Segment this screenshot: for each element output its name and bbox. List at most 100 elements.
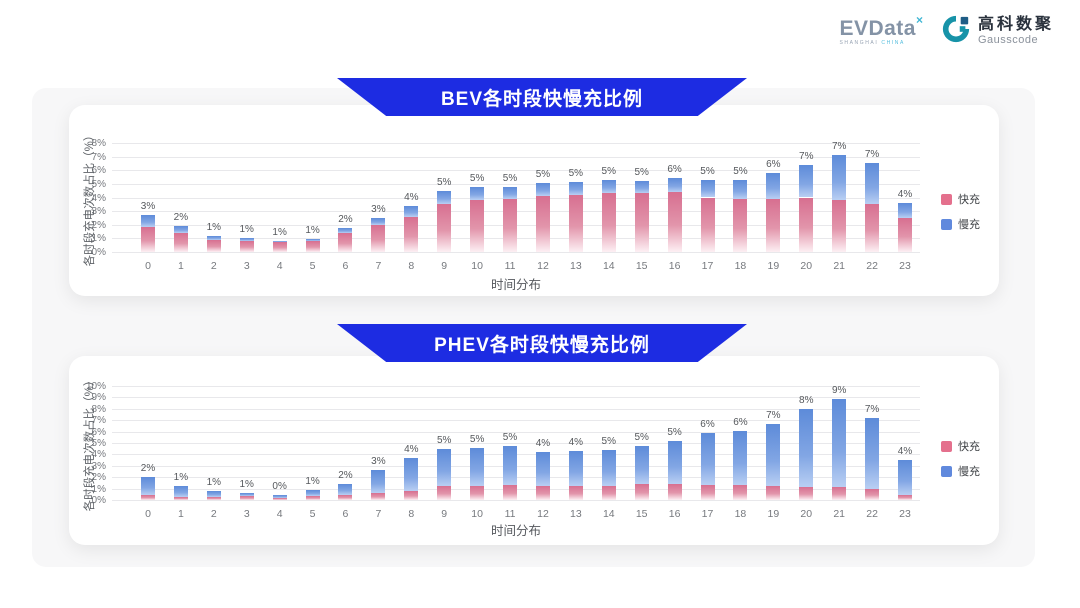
x-tick-label: 3 bbox=[243, 508, 250, 520]
bar-segment-fast bbox=[799, 197, 814, 252]
bar-segment-fast bbox=[667, 192, 682, 252]
x-tick-label: 19 bbox=[767, 508, 780, 520]
x-tick-label: 2 bbox=[210, 260, 217, 272]
gridline bbox=[112, 170, 920, 172]
bar-segment-slow bbox=[338, 484, 353, 495]
bar-segment-slow bbox=[634, 446, 649, 485]
x-tick-label: 17 bbox=[701, 508, 714, 520]
y-tick-label: 10% bbox=[85, 381, 106, 392]
bar-segment-slow bbox=[404, 205, 419, 217]
gridline bbox=[112, 397, 920, 399]
bar-total-label: 2% bbox=[338, 214, 353, 226]
bar-total-label: 6% bbox=[700, 418, 715, 430]
x-tick-label: 13 bbox=[570, 260, 582, 272]
bar-segment-fast bbox=[206, 496, 221, 500]
legend-item-fast: 快充 bbox=[941, 438, 980, 454]
bar-segment-slow bbox=[700, 432, 715, 486]
bar-segment-slow bbox=[141, 476, 155, 496]
x-tick-label: 22 bbox=[866, 508, 878, 520]
bar-segment-fast bbox=[568, 194, 583, 252]
bar-total-label: 4% bbox=[897, 188, 913, 200]
y-tick-label: 8% bbox=[91, 138, 106, 149]
bar-segment-fast bbox=[338, 232, 353, 252]
bar-segment-fast bbox=[865, 204, 880, 252]
x-tick-label: 5 bbox=[309, 260, 316, 272]
bar-segment-fast bbox=[898, 495, 912, 500]
bar-total-label: 5% bbox=[634, 432, 649, 444]
bar-segment-slow bbox=[272, 494, 287, 498]
x-tick-label: 2 bbox=[210, 508, 217, 520]
y-tick-label: 6% bbox=[91, 426, 106, 438]
bar-segment-slow bbox=[437, 191, 452, 205]
y-tick-label: 1% bbox=[91, 233, 106, 245]
bar-segment-fast bbox=[173, 496, 188, 500]
x-tick-label: 21 bbox=[833, 260, 846, 272]
y-tick-label: 0% bbox=[91, 495, 106, 506]
y-tick-label: 3% bbox=[91, 206, 106, 218]
bar-segment-slow bbox=[799, 408, 814, 487]
gridline bbox=[112, 443, 920, 444]
x-tick-label: 14 bbox=[602, 508, 615, 520]
x-tick-label: 23 bbox=[899, 508, 911, 520]
phev-title-banner: PHEV各时段快慢充比例 bbox=[337, 324, 747, 362]
bar-segment-slow bbox=[832, 155, 847, 201]
x-tick-label: 11 bbox=[504, 508, 516, 520]
bar-segment-slow bbox=[338, 228, 353, 233]
bar-segment-slow bbox=[766, 172, 781, 199]
bar-segment-slow bbox=[404, 457, 419, 491]
bar-segment-fast bbox=[239, 241, 254, 252]
bar-total-label: 7% bbox=[831, 141, 847, 153]
bar-segment-fast bbox=[206, 239, 221, 252]
x-tick-label: 20 bbox=[800, 260, 813, 272]
x-tick-label: 8 bbox=[408, 260, 415, 272]
bar-total-label: 5% bbox=[634, 167, 649, 179]
bar-segment-fast bbox=[568, 485, 583, 500]
bar-total-label: 1% bbox=[272, 227, 287, 239]
bar-segment-slow bbox=[535, 183, 550, 197]
bar-total-label: 5% bbox=[733, 165, 748, 177]
bar-total-label: 5% bbox=[601, 435, 616, 447]
bev-legend: 快充 慢充 bbox=[941, 191, 980, 232]
x-tick-label: 6 bbox=[342, 260, 349, 272]
phev-x-axis-title: 时间分布 bbox=[490, 524, 542, 538]
bar-segment-slow bbox=[503, 186, 518, 199]
bar-segment-fast bbox=[173, 232, 188, 252]
bev-y-axis-title: 各时段充电次数占比（%） bbox=[84, 129, 96, 267]
bar-total-label: 1% bbox=[239, 223, 254, 235]
y-tick-label: 5% bbox=[91, 438, 106, 449]
bar-segment-fast bbox=[898, 217, 912, 252]
bar-total-label: 1% bbox=[305, 476, 320, 488]
y-tick-label: 2% bbox=[91, 219, 106, 231]
x-tick-label: 12 bbox=[537, 508, 549, 520]
x-tick-label: 8 bbox=[408, 508, 415, 520]
x-tick-label: 11 bbox=[504, 260, 516, 272]
bar-segment-slow bbox=[470, 447, 485, 486]
bev-x-axis-title: 时间分布 bbox=[490, 278, 542, 292]
legend-item-slow: 慢充 bbox=[941, 463, 980, 479]
bar-total-label: 1% bbox=[206, 222, 222, 234]
bar-segment-fast bbox=[503, 484, 518, 500]
fast-charge-label: 快充 bbox=[958, 441, 980, 453]
bar-segment-fast bbox=[141, 495, 155, 500]
slow-charge-label: 慢充 bbox=[958, 219, 980, 231]
bar-segment-slow bbox=[898, 202, 912, 218]
bar-total-label: 1% bbox=[305, 225, 320, 237]
bev-title-banner: BEV各时段快慢充比例 bbox=[337, 78, 747, 116]
bar-segment-fast bbox=[832, 487, 847, 500]
gridline bbox=[112, 143, 920, 144]
gridline bbox=[112, 500, 920, 501]
bar-segment-fast bbox=[865, 489, 880, 500]
bar-segment-fast bbox=[700, 485, 715, 500]
bar-segment-fast bbox=[470, 485, 485, 500]
x-tick-label: 6 bbox=[342, 508, 349, 520]
gausscode-en-label: Gausscode bbox=[977, 34, 1039, 47]
bar-segment-fast bbox=[141, 227, 155, 252]
x-tick-label: 18 bbox=[734, 260, 747, 272]
x-tick-label: 18 bbox=[734, 508, 747, 520]
bar-segment-fast bbox=[371, 493, 386, 500]
legend-item-slow: 慢充 bbox=[941, 216, 980, 232]
x-tick-label: 22 bbox=[866, 260, 878, 272]
slow-charge-label: 慢充 bbox=[958, 466, 980, 478]
x-tick-label: 16 bbox=[668, 260, 681, 272]
bar-segment-slow bbox=[239, 492, 254, 496]
